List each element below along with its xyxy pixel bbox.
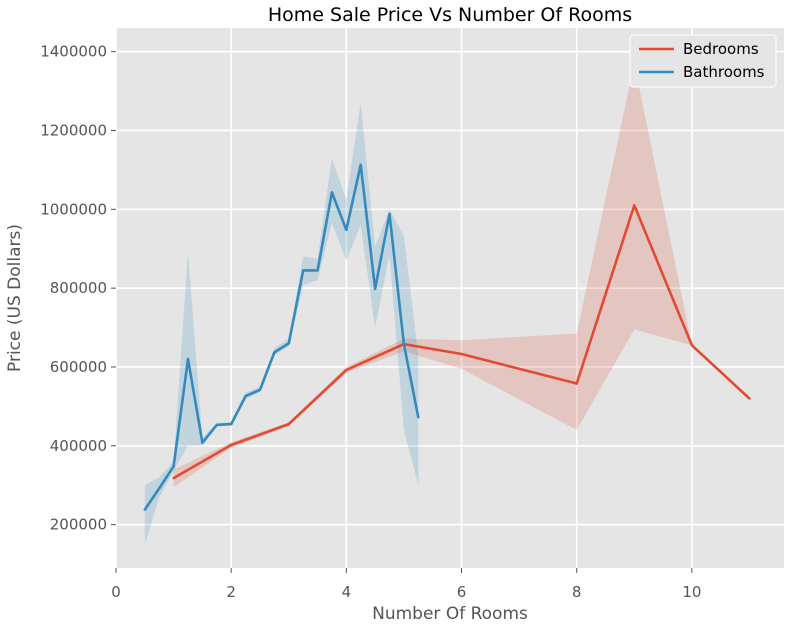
legend-label-bathrooms: Bathrooms (683, 63, 765, 81)
point-bathrooms (402, 342, 406, 346)
point-bathrooms (330, 191, 334, 194)
point-bathrooms (230, 422, 233, 426)
point-bedrooms (172, 476, 175, 480)
point-bathrooms (172, 465, 175, 468)
y-tick-label: 1200000 (40, 121, 107, 139)
x-tick-label: 0 (111, 583, 121, 601)
y-tick-label: 400000 (50, 437, 107, 455)
y-tick-label: 600000 (50, 358, 107, 376)
point-bedrooms (460, 352, 463, 356)
y-tick-label: 1400000 (40, 43, 107, 61)
point-bathrooms (215, 423, 218, 427)
point-bedrooms (690, 344, 694, 347)
chart-title: Home Sale Price Vs Number Of Rooms (268, 4, 632, 26)
y-tick-label: 200000 (50, 516, 107, 534)
point-bathrooms (287, 342, 290, 345)
line-bedrooms (172, 204, 751, 480)
point-bedrooms (287, 422, 290, 426)
plot-background (116, 28, 784, 568)
x-tick-label: 4 (342, 583, 352, 601)
point-bathrooms (302, 269, 305, 272)
point-bathrooms (273, 351, 276, 354)
point-bathrooms (186, 357, 190, 361)
x-axis: 0 2 4 6 8 10 (111, 568, 701, 601)
point-bedrooms (633, 204, 636, 207)
point-bathrooms (201, 441, 204, 444)
x-tick-label: 6 (457, 583, 467, 601)
point-bathrooms (258, 388, 262, 391)
y-axis: 200000 400000 600000 800000 1000000 1200000 14… (40, 43, 116, 534)
point-bathrooms (345, 228, 348, 231)
point-bathrooms (143, 508, 146, 511)
x-tick-label: 10 (682, 583, 701, 601)
x-tick-label: 8 (572, 583, 582, 601)
point-bathrooms (373, 287, 377, 291)
legend: Bedrooms Bathrooms (629, 34, 777, 88)
point-bathrooms (359, 163, 362, 166)
legend-label-bedrooms: Bedrooms (683, 40, 759, 58)
point-bathrooms (388, 212, 391, 216)
y-axis-label: Price (US Dollars) (5, 224, 25, 372)
point-bedrooms (345, 368, 348, 372)
point-bedrooms (230, 443, 233, 447)
point-bathrooms (244, 394, 247, 398)
series-lines (143, 163, 751, 511)
point-bathrooms (158, 487, 161, 490)
x-tick-label: 2 (226, 583, 236, 601)
point-bathrooms (417, 416, 420, 419)
y-tick-label: 1000000 (40, 200, 107, 218)
point-bedrooms (575, 382, 578, 385)
point-bedrooms (748, 397, 751, 400)
x-axis-label: Number Of Rooms (372, 604, 528, 624)
line-bathrooms (143, 163, 420, 511)
point-bathrooms (316, 269, 319, 272)
y-tick-label: 800000 (50, 279, 107, 297)
